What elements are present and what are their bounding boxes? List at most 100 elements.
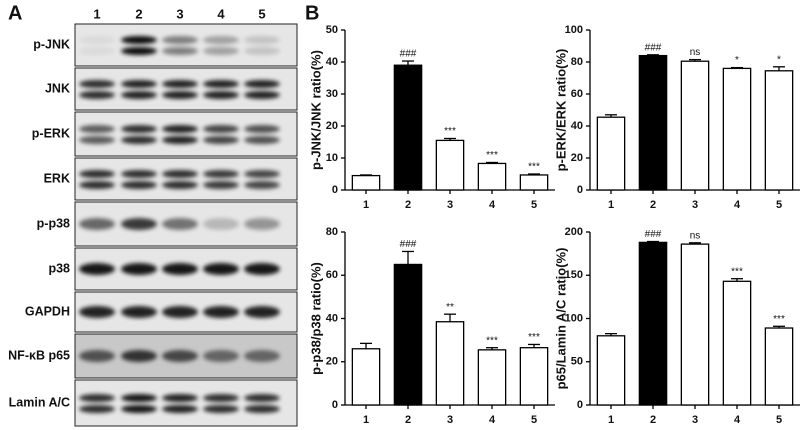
blot-band <box>121 263 157 275</box>
blot-band <box>79 36 115 44</box>
row-label: JNK <box>45 81 70 95</box>
panel-label: B <box>305 2 319 24</box>
blot-band <box>162 170 198 178</box>
x-tick-label: 3 <box>692 199 698 211</box>
blot-band <box>162 80 198 88</box>
bar <box>596 116 626 191</box>
y-tick-label: 10 <box>326 152 338 164</box>
significance-label: *** <box>773 314 785 325</box>
blot-band <box>244 181 280 189</box>
blot-band <box>162 350 198 362</box>
blot-band <box>121 181 157 189</box>
bar <box>477 349 507 406</box>
blot-band <box>244 405 280 413</box>
x-tick-label: 3 <box>447 199 453 211</box>
y-tick-label: 40 <box>326 56 338 68</box>
blot-band <box>121 218 157 230</box>
blot-band <box>244 350 280 362</box>
significance-label: ** <box>446 302 454 313</box>
blot-band <box>79 394 115 402</box>
significance-label: ### <box>645 42 662 53</box>
x-tick-label: 5 <box>776 414 782 426</box>
blot-band <box>203 47 239 55</box>
blot-band <box>203 394 239 402</box>
significance-label: * <box>735 55 739 66</box>
row-label: p-p38 <box>37 216 70 230</box>
blot-band <box>244 170 280 178</box>
significance-label: *** <box>528 332 540 343</box>
significance-label: ### <box>400 239 417 250</box>
blot-band <box>203 136 239 144</box>
y-tick-label: 80 <box>571 56 583 68</box>
blot-band <box>121 36 157 44</box>
blot-band <box>162 306 198 318</box>
blot-band <box>121 394 157 402</box>
row-label: Lamin A/C <box>9 395 70 409</box>
blot-band <box>244 36 280 44</box>
x-tick-label: 1 <box>363 199 369 211</box>
blot-band <box>244 80 280 88</box>
bar <box>764 327 794 406</box>
blot-band <box>162 91 198 99</box>
blot-frame <box>74 67 298 111</box>
blot-band <box>203 263 239 275</box>
blot-band <box>121 136 157 144</box>
y-tick-label: 100 <box>565 24 583 36</box>
blot-band <box>79 136 115 144</box>
bar <box>393 263 423 406</box>
y-tick-label: 150 <box>565 269 583 281</box>
blot-frame <box>74 157 298 201</box>
lane-label: 4 <box>217 6 225 21</box>
y-tick-label: 0 <box>577 399 583 411</box>
significance-label: ### <box>645 229 662 240</box>
bar <box>680 60 710 191</box>
y-tick-label: 0 <box>577 184 583 196</box>
bar <box>477 162 507 191</box>
x-tick-label: 1 <box>363 414 369 426</box>
y-tick-label: 100 <box>565 312 583 324</box>
significance-label: ### <box>400 49 417 60</box>
blot-band <box>203 170 239 178</box>
blot-band <box>121 405 157 413</box>
x-tick-label: 2 <box>405 199 411 211</box>
bar <box>638 54 668 191</box>
blot-band <box>244 91 280 99</box>
blot-band <box>121 350 157 362</box>
lane-label: 1 <box>93 6 100 21</box>
blot-band <box>79 263 115 275</box>
blot-band <box>244 136 280 144</box>
bar <box>722 67 752 191</box>
y-tick-label: 200 <box>565 226 583 238</box>
y-tick-label: 60 <box>571 88 583 100</box>
y-tick-label: 50 <box>326 24 338 36</box>
blot-band <box>162 218 198 230</box>
y-tick-label: 20 <box>326 356 338 368</box>
y-tick-label: 20 <box>326 120 338 132</box>
bar <box>519 347 549 406</box>
blot-band <box>79 125 115 133</box>
blot-band <box>203 405 239 413</box>
x-tick-label: 2 <box>650 414 656 426</box>
y-axis-label: p-JNK/JNK ratio(%) <box>308 50 323 170</box>
bar <box>596 335 626 406</box>
blot-frame <box>74 23 298 67</box>
blot-band <box>203 36 239 44</box>
blot-band <box>79 91 115 99</box>
bar <box>435 321 465 406</box>
panel-label: A <box>8 2 22 24</box>
bar <box>764 70 794 191</box>
blot-band <box>162 405 198 413</box>
lane-label: 5 <box>258 6 265 21</box>
x-tick-label: 3 <box>692 414 698 426</box>
bar <box>351 348 381 406</box>
blot-band <box>121 80 157 88</box>
x-tick-label: 5 <box>776 199 782 211</box>
bar <box>393 64 423 191</box>
significance-label: *** <box>731 266 743 277</box>
bar <box>680 243 710 406</box>
bar <box>638 241 668 406</box>
bar <box>351 174 381 191</box>
blot-band <box>162 136 198 144</box>
row-label: NF-κB p65 <box>8 348 70 362</box>
x-tick-label: 3 <box>447 414 453 426</box>
